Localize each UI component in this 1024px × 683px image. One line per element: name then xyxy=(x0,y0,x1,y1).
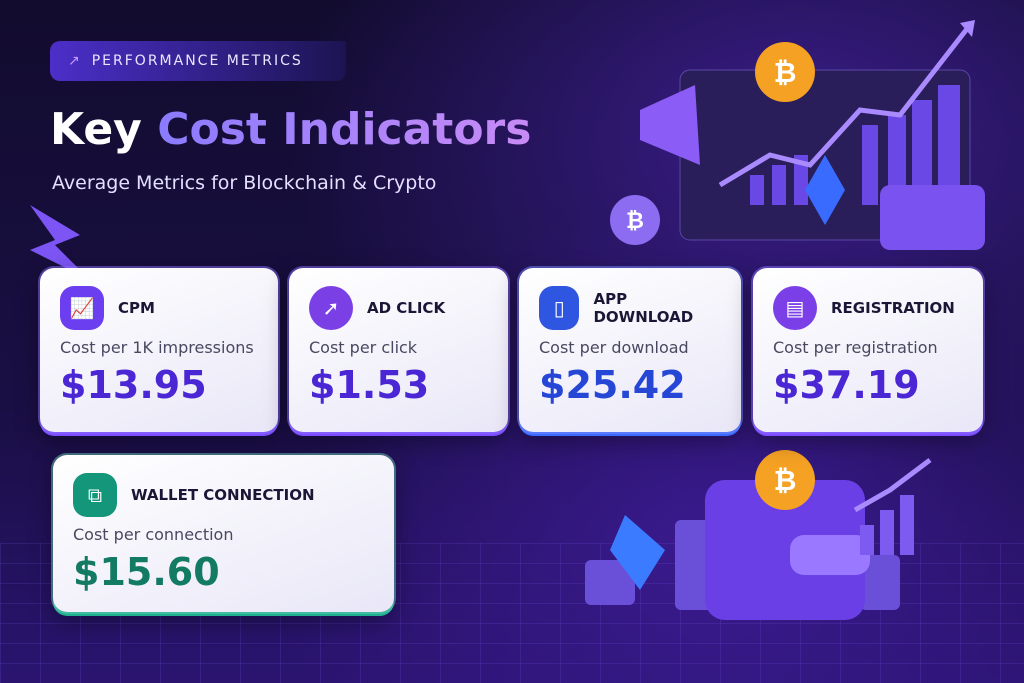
form-icon: ▤ xyxy=(773,286,817,330)
metric-name: AD CLICK xyxy=(367,299,446,317)
metric-name: WALLET CONNECTION xyxy=(131,486,315,504)
metric-value: $25.42 xyxy=(539,363,686,407)
title-part1: Key xyxy=(50,104,142,155)
lightning-icon xyxy=(30,205,90,280)
svg-text:₿: ₿ xyxy=(626,209,644,234)
megaphone-icon xyxy=(640,85,700,165)
wallet-coins-illustration: ₿ xyxy=(585,450,932,620)
metric-value: $1.53 xyxy=(309,363,430,407)
page-subtitle: Average Metrics for Blockchain & Crypto xyxy=(52,172,437,194)
section-badge: ↗ PERFORMANCE METRICS xyxy=(50,41,346,81)
bitcoin-coin-icon xyxy=(610,195,660,245)
metric-card-cpm: 📈 CPM Cost per 1K impressions $13.95 xyxy=(40,268,278,432)
metric-description: Cost per connection xyxy=(73,525,234,544)
cursor-click-icon: ➚ xyxy=(309,286,353,330)
metric-value: $15.60 xyxy=(73,550,220,594)
metric-description: Cost per registration xyxy=(773,338,938,357)
metric-name: CPM xyxy=(118,299,155,317)
bitcoin-icon xyxy=(755,42,815,102)
metric-value: $13.95 xyxy=(60,363,207,407)
metric-card-ad-click: ➚ AD CLICK Cost per click $1.53 xyxy=(289,268,508,432)
file-icon: ▯ xyxy=(539,286,580,330)
metric-description: Cost per 1K impressions xyxy=(60,338,254,357)
metric-description: Cost per download xyxy=(539,338,689,357)
metric-name: APP DOWNLOAD xyxy=(593,290,694,326)
trending-chart-icon: ↗ xyxy=(68,53,82,69)
ethereum-icon xyxy=(805,155,845,225)
svg-text:₿: ₿ xyxy=(774,464,797,497)
metric-card-wallet-connection: ⧉ WALLET CONNECTION Cost per connection $… xyxy=(53,455,394,612)
metric-name: REGISTRATION xyxy=(831,299,955,317)
metric-description: Cost per click xyxy=(309,338,418,357)
metric-card-registration: ▤ REGISTRATION Cost per registration $37.… xyxy=(753,268,983,432)
wallet-cards-icon: ⧉ xyxy=(73,473,117,517)
page-title: Key Cost Indicators xyxy=(50,104,531,155)
metric-value: $37.19 xyxy=(773,363,920,407)
wallet-icon xyxy=(880,185,985,250)
presentation-chart-icon: 📈 xyxy=(60,286,104,330)
crypto-growth-illustration: ₿ ₿ xyxy=(610,20,985,250)
svg-text:₿: ₿ xyxy=(774,56,797,89)
metric-card-app-download: ▯ APP DOWNLOAD Cost per download $25.42 xyxy=(519,268,741,432)
title-accent: Cost Indicators xyxy=(157,104,532,155)
badge-label: PERFORMANCE METRICS xyxy=(91,53,303,69)
